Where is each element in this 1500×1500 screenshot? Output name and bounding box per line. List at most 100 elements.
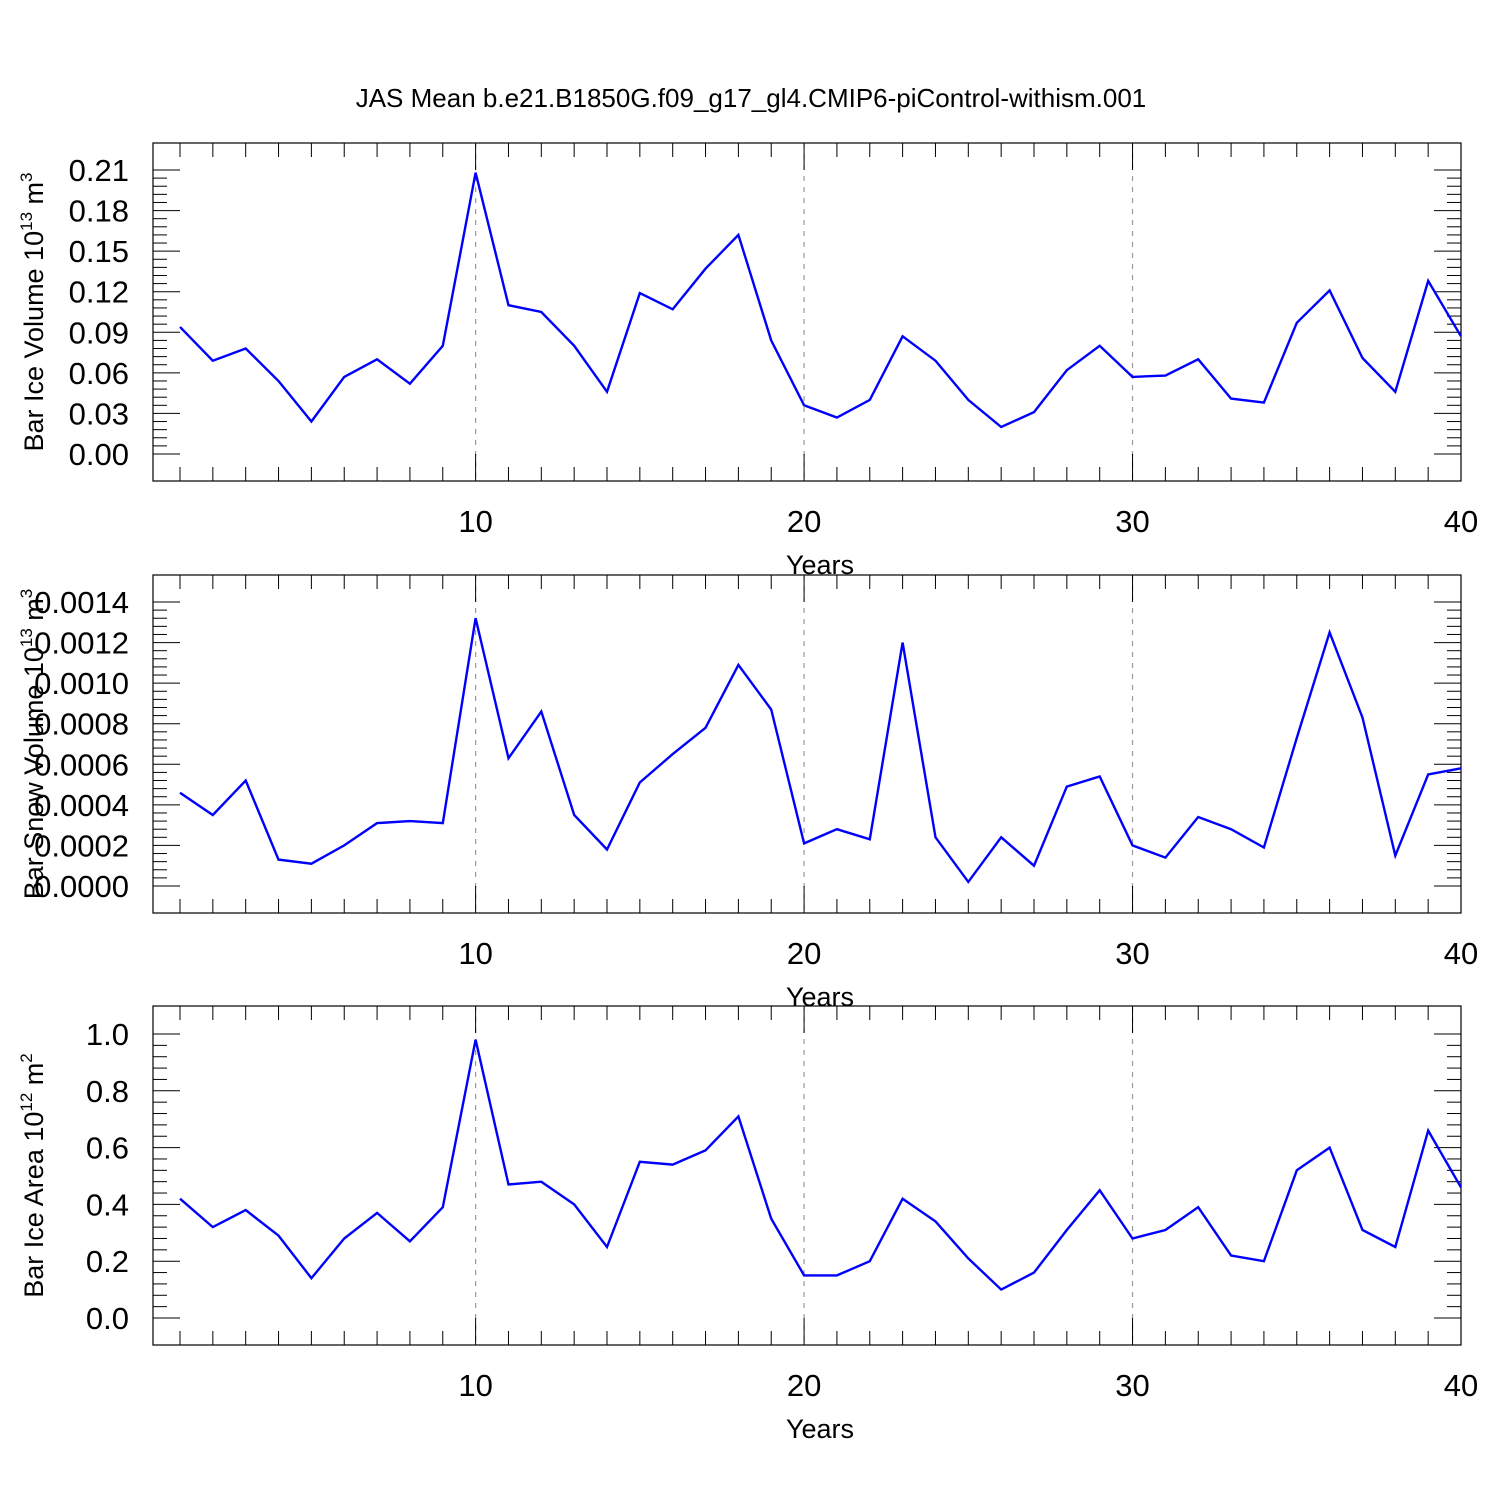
data-point bbox=[769, 338, 773, 342]
y-tick-label: 0.06 bbox=[69, 356, 129, 391]
y-tick-label: 0.09 bbox=[69, 315, 129, 350]
data-point bbox=[1098, 344, 1102, 348]
data-point bbox=[408, 819, 412, 823]
data-point bbox=[1163, 374, 1167, 378]
plot-frame bbox=[152, 574, 1462, 914]
data-point bbox=[671, 307, 675, 311]
data-point bbox=[1163, 856, 1167, 860]
data-point bbox=[868, 398, 872, 402]
data-point bbox=[1032, 1271, 1036, 1275]
data-point bbox=[1032, 410, 1036, 414]
data-point bbox=[1360, 1228, 1364, 1232]
x-tick-label: 20 bbox=[787, 936, 821, 971]
y-tick-label: 0.2 bbox=[86, 1244, 129, 1279]
data-point bbox=[441, 821, 445, 825]
series-line bbox=[179, 172, 1463, 429]
y-tick-label: 0.0 bbox=[86, 1301, 129, 1336]
data-point bbox=[933, 835, 937, 839]
data-point bbox=[835, 827, 839, 831]
data-point bbox=[1131, 375, 1135, 379]
data-point bbox=[1229, 397, 1233, 401]
y-tick-label: 0.03 bbox=[69, 396, 129, 431]
data-point bbox=[999, 425, 1003, 429]
data-point bbox=[408, 1239, 412, 1243]
x-tick-label: 10 bbox=[458, 1368, 492, 1403]
y-tick-label: 0.0010 bbox=[34, 666, 129, 701]
data-point bbox=[769, 708, 773, 712]
data-point bbox=[1229, 1254, 1233, 1258]
y-tick-label: 0.15 bbox=[69, 234, 129, 269]
data-point bbox=[999, 835, 1003, 839]
data-point bbox=[638, 291, 642, 295]
data-point bbox=[1459, 1185, 1463, 1189]
data-point bbox=[1360, 716, 1364, 720]
data-point bbox=[769, 1217, 773, 1221]
data-point bbox=[1196, 1205, 1200, 1209]
y-tick-label: 0.0008 bbox=[34, 707, 129, 742]
figure-title: JAS Mean b.e21.B1850G.f09_g17_gl4.CMIP6-… bbox=[356, 83, 1147, 113]
data-point bbox=[901, 1197, 905, 1201]
data-point bbox=[1065, 368, 1069, 372]
y-tick-label: 0.6 bbox=[86, 1131, 129, 1166]
data-point bbox=[1131, 843, 1135, 847]
x-tick-label: 10 bbox=[458, 936, 492, 971]
data-point bbox=[1328, 1146, 1332, 1150]
data-point bbox=[1163, 1228, 1167, 1232]
plot-frame bbox=[152, 1005, 1462, 1346]
y-tick-label: 0.0014 bbox=[34, 585, 129, 620]
data-point bbox=[277, 379, 281, 383]
data-point bbox=[539, 710, 543, 714]
data-point bbox=[1393, 854, 1397, 858]
y-tick-label: 0.0002 bbox=[34, 828, 129, 863]
data-point bbox=[211, 1225, 215, 1229]
x-axis-label: Years bbox=[786, 982, 854, 1012]
data-point bbox=[1295, 736, 1299, 740]
y-tick-label: 0.0000 bbox=[34, 869, 129, 904]
data-point bbox=[408, 382, 412, 386]
data-point bbox=[1098, 1188, 1102, 1192]
data-point bbox=[506, 1183, 510, 1187]
data-point bbox=[309, 420, 313, 424]
data-point bbox=[244, 347, 248, 351]
data-point bbox=[572, 344, 576, 348]
data-point bbox=[835, 415, 839, 419]
data-point bbox=[211, 359, 215, 363]
data-point bbox=[1328, 630, 1332, 634]
data-point bbox=[901, 641, 905, 645]
x-tick-label: 10 bbox=[458, 504, 492, 539]
data-point bbox=[506, 303, 510, 307]
data-point bbox=[966, 880, 970, 884]
data-point bbox=[277, 858, 281, 862]
data-point bbox=[1426, 772, 1430, 776]
y-tick-label: 0.4 bbox=[86, 1187, 129, 1222]
panel-3: 0.0 0.2 0.4 0.6 0.8 1.0 10 20 30 40 Years Bar Ice A… bbox=[17, 1005, 1478, 1444]
data-point bbox=[178, 1197, 182, 1201]
data-point bbox=[244, 779, 248, 783]
data-point bbox=[1131, 1236, 1135, 1240]
y-axis-label: Bar Ice Area 1012 m2 bbox=[17, 1053, 49, 1298]
data-point bbox=[474, 171, 478, 175]
data-point bbox=[1262, 401, 1266, 405]
data-point bbox=[572, 1202, 576, 1206]
x-tick-label: 30 bbox=[1115, 1368, 1149, 1403]
data-point bbox=[1196, 357, 1200, 361]
y-axis-label: Bar Snow Volume 1013 m3 bbox=[17, 589, 49, 900]
data-point bbox=[441, 1205, 445, 1209]
data-point bbox=[506, 756, 510, 760]
data-point bbox=[802, 1273, 806, 1277]
data-point bbox=[1459, 334, 1463, 338]
data-point bbox=[1426, 279, 1430, 283]
data-point bbox=[605, 847, 609, 851]
data-point bbox=[1393, 390, 1397, 394]
data-point bbox=[638, 1160, 642, 1164]
data-point bbox=[1459, 766, 1463, 770]
x-tick-label: 40 bbox=[1444, 936, 1478, 971]
x-tick-label: 20 bbox=[787, 504, 821, 539]
data-point bbox=[802, 841, 806, 845]
y-axis-label: Bar Ice Volume 1013 m3 bbox=[17, 172, 49, 451]
data-point bbox=[244, 1208, 248, 1212]
data-point bbox=[277, 1234, 281, 1238]
data-point bbox=[966, 1256, 970, 1260]
data-point bbox=[1328, 288, 1332, 292]
data-point bbox=[539, 310, 543, 314]
